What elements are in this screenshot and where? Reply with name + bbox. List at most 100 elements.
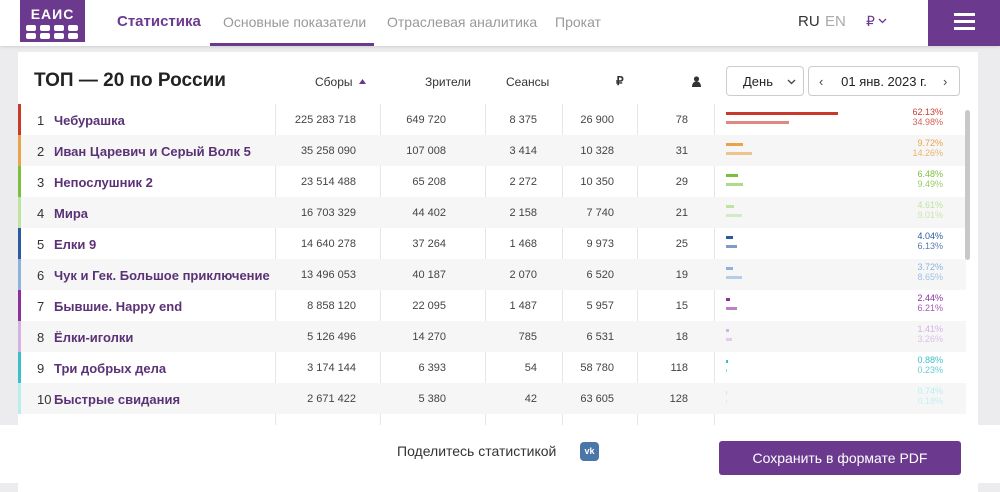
movie-title: Ёлки-иголки xyxy=(54,330,133,345)
cell-viewers: 649 720 xyxy=(406,114,446,126)
cell-sessions: 8 375 xyxy=(509,114,537,126)
chevron xyxy=(878,18,887,24)
share-label: 3.26% xyxy=(917,334,943,344)
rank: 9 xyxy=(37,361,44,376)
vk-button[interactable]: vk xyxy=(580,442,599,461)
cell-viewers: 65 208 xyxy=(412,176,446,188)
scrollbar[interactable] xyxy=(965,110,970,260)
cell-sessions: 1 487 xyxy=(509,300,537,312)
cell-sessions: 2 070 xyxy=(509,269,537,281)
share-bar xyxy=(726,183,743,186)
share-bar xyxy=(726,214,742,217)
menu-icon xyxy=(954,13,975,31)
logo-text: ЕАИС xyxy=(20,6,85,22)
cell-sessions: 3 414 xyxy=(509,145,537,157)
share-bar xyxy=(726,205,734,208)
movie-title: Иван Царевич и Серый Волк 5 xyxy=(54,144,251,159)
nav-link[interactable]: Основные показатели xyxy=(223,14,366,30)
share-label: 14.26% xyxy=(912,148,943,158)
share-bar xyxy=(726,276,742,279)
chevron xyxy=(787,79,796,85)
cell-viewers: 5 380 xyxy=(418,393,446,405)
cell-gross: 16 703 329 xyxy=(301,207,356,219)
share-label: 3.72% xyxy=(917,262,943,272)
row-color xyxy=(18,104,21,135)
cell-avg-price: 6 531 xyxy=(586,331,614,343)
cell-avg-price: 6 520 xyxy=(586,269,614,281)
share-bar xyxy=(726,329,729,332)
cell-viewers: 22 095 xyxy=(412,300,446,312)
cell-avg-viewers: 15 xyxy=(676,300,688,312)
cell-avg-viewers: 29 xyxy=(676,176,688,188)
currency[interactable]: ₽ xyxy=(866,13,875,30)
share-label: 4.61% xyxy=(917,200,943,210)
nav-link[interactable]: Прокат xyxy=(555,14,601,30)
rank: 4 xyxy=(37,206,44,221)
rank: 10 xyxy=(37,392,51,407)
cell-avg-viewers: 31 xyxy=(676,145,688,157)
rank: 7 xyxy=(37,299,44,314)
cell-gross: 13 496 053 xyxy=(301,269,356,281)
table-title: ТОП — 20 по России xyxy=(34,70,226,92)
row-color xyxy=(18,197,21,228)
row-color xyxy=(18,352,21,383)
share-label: 1.41% xyxy=(917,324,943,334)
share-bar xyxy=(726,267,733,270)
movie-title: Бывшие. Happy end xyxy=(54,299,182,314)
cell-avg-price: 63 605 xyxy=(580,393,614,405)
movie-title: Чук и Гек. Большое приключение xyxy=(54,268,270,283)
cell-sessions: 54 xyxy=(525,362,537,374)
share-label: 62.13% xyxy=(912,107,943,117)
cell-avg-price: 10 328 xyxy=(580,145,614,157)
menu-button[interactable] xyxy=(928,0,1000,46)
rank: 5 xyxy=(37,237,44,252)
share-bar xyxy=(726,112,838,115)
share-bar xyxy=(726,245,737,248)
column-header[interactable]: ₽ xyxy=(616,74,624,88)
cell-viewers: 37 264 xyxy=(412,238,446,250)
movie-title: Непослушник 2 xyxy=(54,175,153,190)
share-bar xyxy=(726,298,730,301)
share-label: 8.65% xyxy=(917,272,943,282)
share-bar xyxy=(726,174,738,177)
cell-gross: 225 283 718 xyxy=(295,114,356,126)
row-color xyxy=(18,166,21,197)
nav-link[interactable]: Отраслевая аналитика xyxy=(387,14,537,30)
row-color xyxy=(18,228,21,259)
logo[interactable]: ЕАИС xyxy=(20,0,85,42)
cell-sessions: 2 158 xyxy=(509,207,537,219)
share-label: 9.49% xyxy=(917,179,943,189)
cell-gross: 2 671 422 xyxy=(307,393,356,405)
column-header[interactable]: Зрители xyxy=(425,75,471,89)
next-date[interactable]: › xyxy=(943,74,947,89)
cell-avg-viewers: 18 xyxy=(676,331,688,343)
lang-en[interactable]: EN xyxy=(825,13,846,30)
column-header[interactable]: Сборы xyxy=(315,75,353,89)
share-label: 9.72% xyxy=(917,138,943,148)
date-picker[interactable]: ‹ 01 янв. 2023 г. › xyxy=(808,66,960,96)
share-label: 9.01% xyxy=(917,210,943,220)
cell-viewers: 44 402 xyxy=(412,207,446,219)
period-select[interactable]: День xyxy=(726,66,804,96)
cell-avg-price: 5 957 xyxy=(586,300,614,312)
cell-gross: 5 126 496 xyxy=(307,331,356,343)
lang-ru[interactable]: RU xyxy=(798,13,820,30)
share-label: 0.23% xyxy=(917,365,943,375)
viewers-icon[interactable] xyxy=(692,76,701,87)
nav-link[interactable]: Статистика xyxy=(117,13,201,30)
pdf-button[interactable]: Сохранить в формате PDF xyxy=(719,441,961,475)
share-bar xyxy=(726,121,789,124)
cell-avg-viewers: 128 xyxy=(670,393,688,405)
column-header[interactable]: Сеансы xyxy=(506,75,549,89)
